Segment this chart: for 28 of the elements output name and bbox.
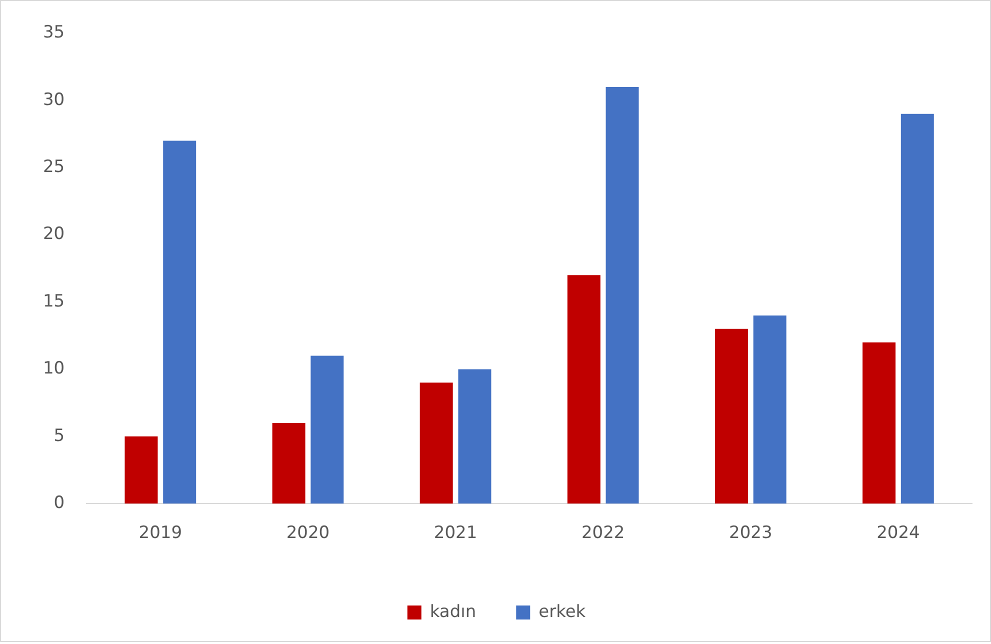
x-tick-label: 2021 [434, 523, 478, 544]
bar [606, 86, 639, 504]
bar [567, 275, 600, 504]
y-tick-label: 25 [42, 157, 65, 178]
bar [420, 382, 453, 504]
x-tick-label: 2022 [581, 523, 625, 544]
y-tick-label: 15 [42, 291, 65, 312]
x-tick-label: 2019 [138, 523, 182, 544]
legend-label: kadın [430, 602, 476, 622]
bar [753, 315, 786, 504]
y-tick-label: 20 [42, 224, 65, 244]
y-tick-label: 0 [54, 493, 65, 514]
bar [272, 422, 306, 504]
bar [310, 356, 344, 504]
bar [458, 369, 492, 504]
y-tick-label: 10 [42, 358, 65, 379]
x-tick-label: 2024 [876, 523, 920, 544]
legend-label: erkek [538, 602, 586, 622]
bar [900, 114, 934, 504]
x-tick-label: 2023 [729, 523, 772, 544]
bar [714, 328, 748, 504]
x-tick-label: 2020 [286, 523, 330, 544]
y-tick-label: 30 [42, 90, 65, 110]
bar [163, 140, 196, 504]
y-tick-label: 5 [54, 426, 65, 446]
bar [862, 342, 896, 504]
y-tick-label: 35 [42, 22, 65, 43]
bar [124, 436, 158, 504]
